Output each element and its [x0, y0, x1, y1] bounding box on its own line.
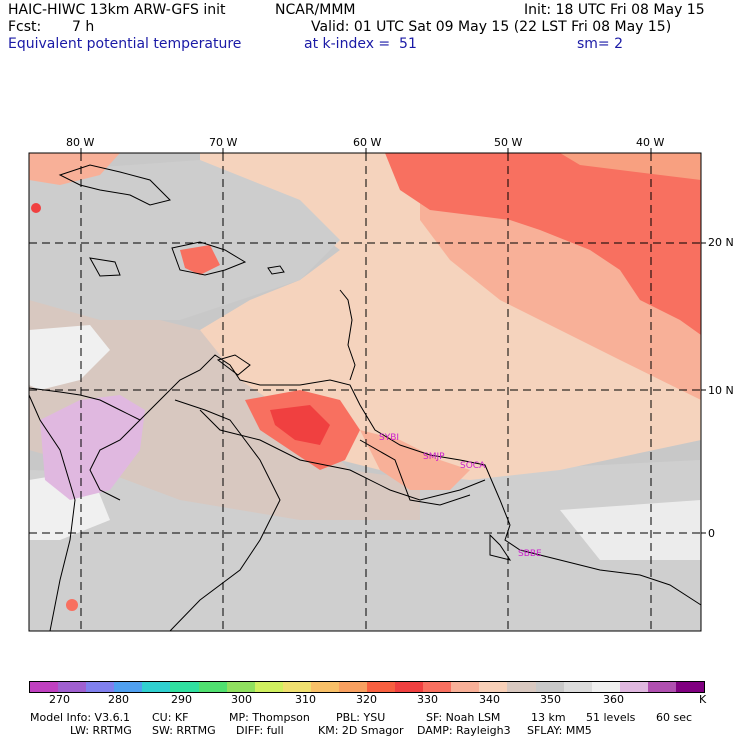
footer-resolution: 13 km [531, 711, 566, 724]
colorbar-segment [395, 682, 424, 692]
colorbar-tick-300: 300 [231, 693, 252, 706]
colorbar-segment [254, 682, 284, 692]
colorbar-segment [170, 682, 199, 692]
colorbar-tick-270: 270 [49, 693, 70, 706]
lon-label-80w: 80 W [66, 136, 95, 149]
map-frame [28, 152, 702, 632]
colorbar-segment [451, 682, 480, 692]
colorbar-segment [338, 682, 368, 692]
forecast-label: Fcst: [8, 19, 42, 35]
smoothing: sm= 2 [577, 36, 624, 52]
colorbar-segment [619, 682, 649, 692]
footer-lw: LW: RRTMG [70, 724, 132, 737]
lon-label-50w: 50 W [494, 136, 523, 149]
lat-label-10n: 10 N [708, 384, 734, 397]
footer-timestep: 60 sec [656, 711, 693, 724]
colorbar-tick-350: 350 [540, 693, 561, 706]
colorbar-segment [58, 682, 87, 692]
model-title: HAIC-HIWC 13km ARW-GFS init [8, 2, 226, 18]
lon-label-70w: 70 W [209, 136, 238, 149]
colorbar-tick-320: 320 [356, 693, 377, 706]
footer-mp: MP: Thompson [229, 711, 310, 724]
colorbar-segment [479, 682, 508, 692]
lon-label-60w: 60 W [353, 136, 382, 149]
lat-label-20n: 20 N [708, 236, 734, 249]
colorbar-segment [226, 682, 256, 692]
colorbar-segment [423, 682, 452, 692]
colorbar-segment [310, 682, 340, 692]
organization: NCAR/MMM [275, 2, 356, 18]
graticule [29, 153, 701, 631]
footer-cu: CU: KF [152, 711, 189, 724]
footer-model-info: Model Info: V3.6.1 [30, 711, 131, 724]
footer-levels: 51 levels [586, 711, 636, 724]
colorbar-unit: K [699, 693, 707, 706]
colorbar-segment [282, 682, 312, 692]
colorbar-frame [29, 681, 705, 693]
lon-label-40w: 40 W [636, 136, 665, 149]
init-time: Init: 18 UTC Fri 08 May 15 [524, 2, 705, 18]
colorbar-tick-330: 330 [417, 693, 438, 706]
colorbar-segment [563, 682, 593, 692]
frame-ticks [80, 148, 706, 534]
forecast-hour: 7 h [72, 19, 95, 35]
level-index: at k-index = 51 [304, 36, 417, 52]
colorbar-tick-340: 340 [479, 693, 500, 706]
colorbar-tick-290: 290 [171, 693, 192, 706]
colorbar-segment [367, 682, 396, 692]
colorbar-segment [535, 682, 565, 692]
colorbar-segment [142, 682, 171, 692]
colorbar-segment [86, 682, 115, 692]
field-shading [29, 153, 701, 631]
footer-km: KM: 2D Smagor [318, 724, 404, 737]
colorbar-segment [507, 682, 536, 692]
field-name: Equivalent potential temperature [8, 36, 242, 52]
colorbar-tick-280: 280 [108, 693, 129, 706]
station-sbbe: SBBE [518, 549, 542, 559]
footer-sw: SW: RRTMG [152, 724, 216, 737]
colorbar-segment [675, 682, 705, 692]
footer-pbl: PBL: YSU [336, 711, 386, 724]
footer-diff: DIFF: full [236, 724, 284, 737]
footer-damp: DAMP: Rayleigh3 [417, 724, 511, 737]
lat-label-0: 0 [708, 527, 715, 540]
coastlines [28, 164, 702, 632]
station-soca: SOCA [460, 461, 486, 471]
valid-time: Valid: 01 UTC Sat 09 May 15 (22 LST Fri … [311, 19, 672, 35]
colorbar-segment [198, 682, 228, 692]
colorbar-segment [30, 682, 59, 692]
colorbar-segment [114, 682, 143, 692]
footer-sflay: SFLAY: MM5 [527, 724, 592, 737]
colorbar-segment [591, 682, 621, 692]
colorbar-segment [647, 682, 677, 692]
colorbar-tick-310: 310 [295, 693, 316, 706]
station-smjp: SMJP [423, 452, 445, 462]
station-sybi: SYBI [379, 433, 399, 443]
colorbar-tick-360: 360 [603, 693, 624, 706]
footer-sf: SF: Noah LSM [426, 711, 501, 724]
